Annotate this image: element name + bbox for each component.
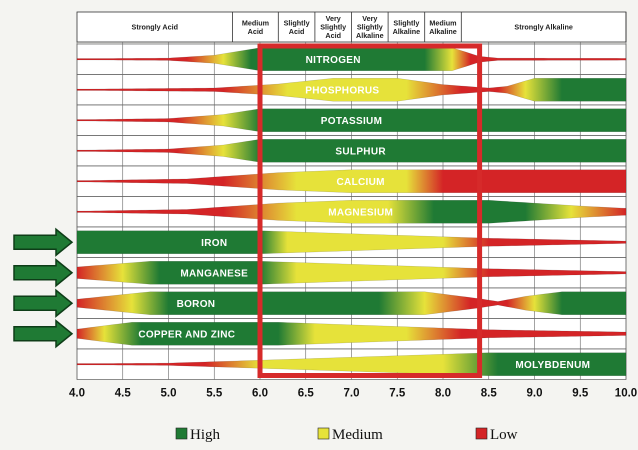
- legend-label: High: [190, 427, 221, 443]
- nutrient-label: MOLYBDENUM: [515, 360, 590, 371]
- highlight-arrows: [13, 227, 74, 349]
- x-tick-label: 4.0: [69, 388, 85, 400]
- nutrient-band: [76, 291, 627, 315]
- optimal-range-box: [257, 43, 483, 378]
- optimal-range-box: [257, 43, 483, 378]
- x-tick-label: 5.0: [161, 388, 177, 400]
- x-tick-label: 10.0: [615, 388, 637, 400]
- nutrient-label: BORON: [177, 299, 216, 310]
- nutrient-label: SULPHUR: [335, 146, 386, 157]
- zone-label: Slightly Acid: [284, 18, 310, 36]
- nutrient-label: CALCIUM: [337, 177, 385, 188]
- legend: High Medium Low: [175, 427, 518, 443]
- x-tick-label: 6.0: [252, 388, 268, 400]
- zone-label: Medium Acid: [242, 18, 269, 36]
- legend-swatch: [475, 427, 488, 440]
- x-tick-label: 9.0: [527, 388, 543, 400]
- ph-zone-header: Strongly Acid Medium Acid Slightly Acid Very S…: [76, 11, 627, 43]
- x-tick-label: 7.0: [344, 388, 360, 400]
- x-tick-label: 5.5: [206, 388, 223, 400]
- x-tick-label: 7.5: [389, 388, 406, 400]
- zone-label: Medium Alkaline: [429, 18, 457, 36]
- nutrient-labels: NITROGEN PHOSPHORUS POTASSIUM SULPHUR CALCIU…: [138, 55, 590, 371]
- zone-label: Strongly Acid: [132, 23, 178, 32]
- legend-swatch: [317, 427, 330, 440]
- arrow-icon: [13, 319, 74, 349]
- nutrient-label: IRON: [201, 238, 227, 249]
- zone-label: Strongly Alkaline: [514, 23, 572, 32]
- zone-label: Very Slightly Acid: [320, 14, 346, 40]
- arrow-icon: [13, 288, 74, 318]
- zone-label: Slightly Alkaline: [393, 18, 421, 36]
- nutrient-label: MANGANESE: [180, 268, 248, 279]
- x-tick-label: 9.5: [572, 388, 589, 400]
- x-axis: 4.0 4.5 5.0 5.5 6.0 6.5 7.0 7.5 8.0 8.5 9.0 9.5 10.0: [69, 388, 637, 400]
- x-tick-label: 4.5: [115, 388, 132, 400]
- nutrient-label: PHOSPHORUS: [305, 85, 379, 96]
- x-tick-label: 6.5: [298, 388, 315, 400]
- nutrient-label: MAGNESIUM: [328, 207, 393, 218]
- legend-label: Low: [490, 427, 518, 443]
- nutrient-label: NITROGEN: [306, 55, 361, 66]
- legend-label: Medium: [332, 427, 383, 443]
- arrow-icon: [13, 227, 74, 257]
- nutrient-label: POTASSIUM: [321, 116, 382, 127]
- nutrient-bands: [76, 47, 627, 376]
- arrow-icon: [13, 258, 74, 288]
- x-tick-label: 8.0: [435, 388, 451, 400]
- zone-label: Very Slightly Alkaline: [356, 14, 384, 40]
- x-tick-label: 8.5: [481, 388, 498, 400]
- nutrient-label: COPPER AND ZINC: [138, 329, 235, 340]
- legend-swatch: [175, 427, 188, 440]
